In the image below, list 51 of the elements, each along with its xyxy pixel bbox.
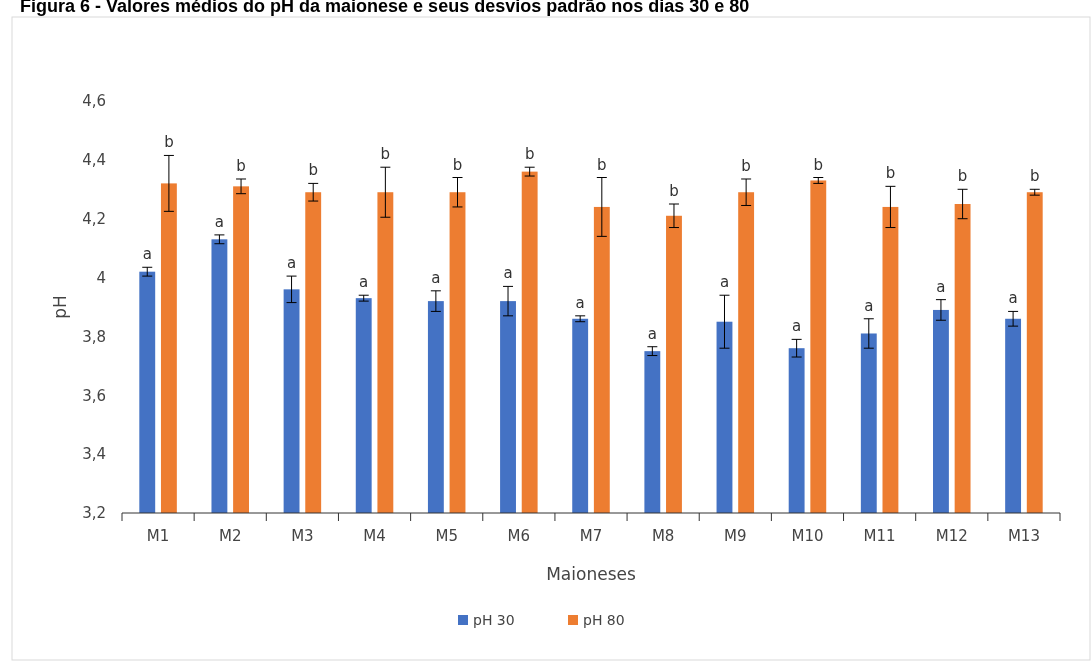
data-label: a [864,296,874,315]
data-label: a [647,324,657,343]
y-tick-label: 3,8 [82,327,106,346]
x-tick-label: M5 [435,527,458,545]
data-label: a [719,273,730,292]
x-tick-label: M4 [363,527,386,545]
data-label: a [214,212,225,231]
x-axis-title: Maioneses [546,564,636,584]
x-tick-label: M3 [291,527,314,545]
data-label: b [885,164,896,183]
data-label: b [741,156,751,175]
data-label: a [286,254,297,273]
y-tick-label: 3,2 [82,504,106,523]
x-tick-label: M2 [218,527,242,545]
data-label: b [669,182,679,200]
y-tick-label: 4,4 [82,151,106,170]
y-tick-label: 4,6 [82,92,106,111]
data-label: b [957,167,968,186]
y-tick-label: 3,4 [82,445,106,464]
x-tick-label: M8 [651,527,675,545]
x-tick-label: M9 [724,527,747,545]
data-label: b [164,133,174,152]
data-label: b [452,155,463,174]
x-tick-label: M10 [791,527,824,545]
x-tick-label: M11 [863,527,896,545]
legend-label: pH 30 [473,611,515,628]
data-label: b [524,145,535,164]
x-tick-label: M12 [935,527,968,545]
x-tick-label: M1 [146,527,170,545]
data-label: a [503,264,513,283]
data-label: b [597,155,607,174]
y-tick-label: 4 [96,268,106,287]
data-label: b [1029,167,1040,186]
data-label: a [792,317,802,336]
data-label: b [380,145,391,164]
data-label: a [359,273,369,292]
data-label: a [1008,289,1018,308]
x-tick-label: M6 [507,527,531,545]
data-label: a [431,268,441,287]
x-tick-label: M7 [579,527,603,545]
data-label: a [936,277,946,296]
y-tick-label: 4,2 [82,209,106,228]
y-axis-title: pH [50,295,70,319]
data-label: b [308,161,318,180]
data-label: b [813,155,824,174]
data-label: a [142,245,152,264]
x-tick-label: M13 [1007,527,1040,545]
data-label: b [236,156,246,175]
legend-label: pH 80 [583,611,625,628]
data-label: a [575,293,585,312]
y-tick-label: 3,6 [82,386,106,405]
